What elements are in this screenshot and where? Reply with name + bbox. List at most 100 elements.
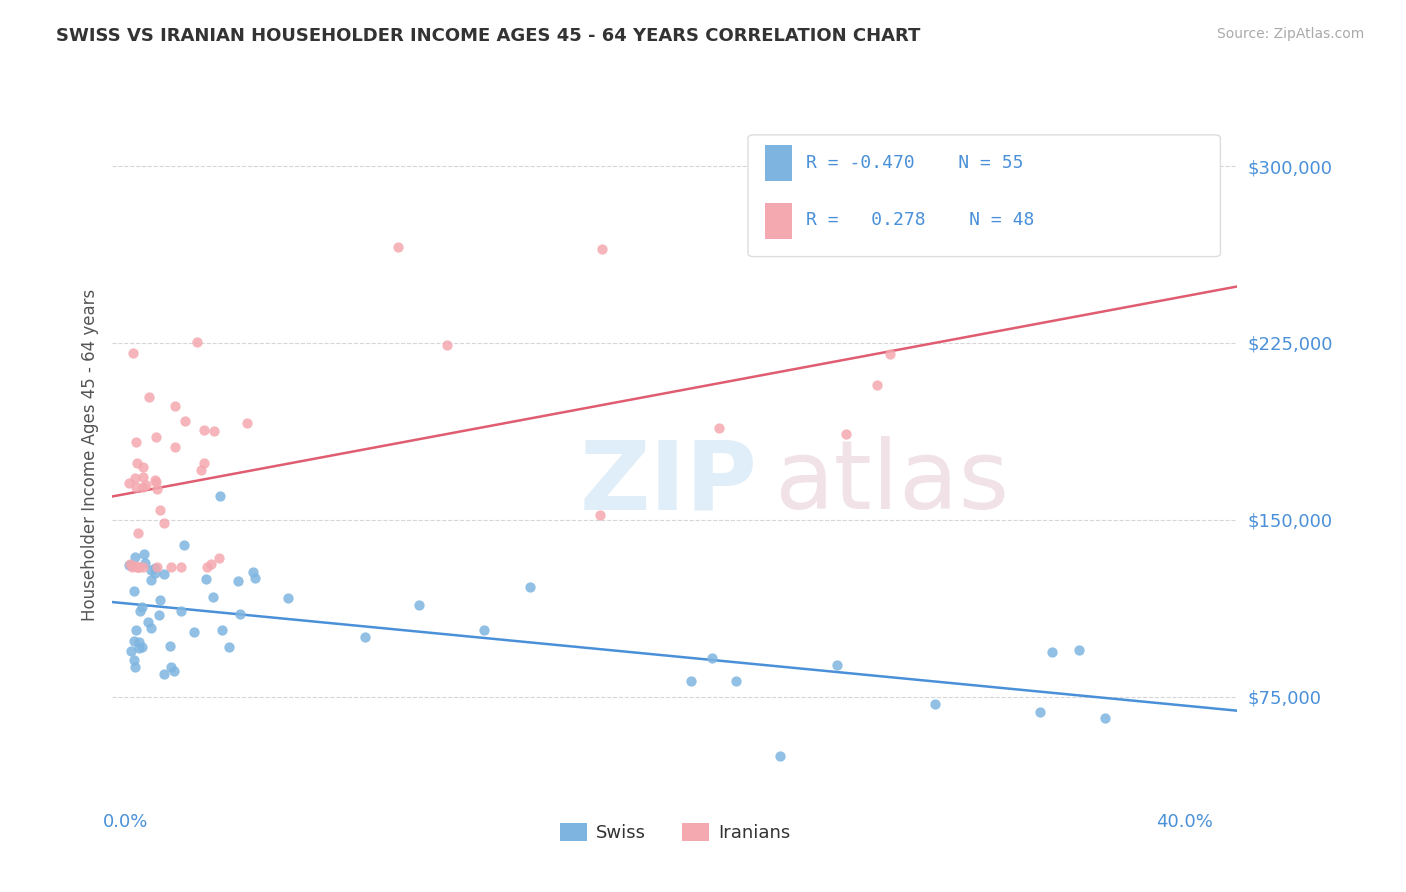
Point (131, 600, 153, 615)
Point (132, 560, 155, 574)
Point (122, 633, 145, 648)
Point (193, 457, 215, 471)
Point (127, 525, 149, 540)
Point (125, 480, 148, 494)
Point (519, 580, 541, 594)
Point (591, 242, 613, 256)
Point (160, 660, 183, 674)
Point (170, 604, 193, 618)
Text: ZIP: ZIP (579, 436, 758, 529)
Point (128, 635, 150, 649)
Point (173, 538, 195, 552)
Y-axis label: Householder Income Ages 45 - 64 years: Householder Income Ages 45 - 64 years (80, 289, 98, 621)
Point (139, 563, 162, 577)
Point (195, 560, 218, 574)
Point (135, 477, 157, 491)
Point (128, 604, 150, 618)
Point (118, 557, 141, 571)
Point (124, 471, 146, 485)
Point (195, 573, 218, 587)
Point (138, 390, 160, 404)
Point (148, 607, 170, 622)
Point (193, 423, 215, 437)
Point (202, 424, 225, 438)
Point (186, 334, 208, 349)
Point (702, 650, 724, 665)
Point (134, 547, 156, 561)
Point (149, 502, 172, 516)
Point (122, 653, 145, 667)
Point (153, 567, 176, 582)
Point (118, 475, 141, 490)
Point (128, 560, 150, 574)
Point (277, 591, 299, 606)
Point (173, 413, 195, 427)
Point (353, 630, 375, 644)
Point (120, 644, 142, 658)
Point (709, 420, 731, 434)
Point (436, 338, 458, 352)
Point (229, 607, 252, 621)
FancyBboxPatch shape (765, 203, 792, 239)
Point (139, 621, 162, 635)
Point (145, 566, 167, 580)
Point (170, 560, 193, 574)
Point (165, 440, 187, 454)
Point (236, 417, 259, 431)
Point (125, 457, 148, 471)
Point (152, 666, 174, 681)
Point (118, 558, 141, 572)
Point (145, 475, 167, 490)
FancyBboxPatch shape (748, 135, 1220, 257)
Point (131, 640, 153, 654)
Point (127, 560, 149, 574)
Point (122, 583, 145, 598)
Point (472, 623, 495, 637)
Point (387, 240, 409, 254)
Point (200, 558, 222, 572)
Point (134, 556, 156, 570)
Point (160, 560, 183, 574)
Point (1067, 643, 1090, 657)
Point (121, 346, 143, 360)
Point (153, 516, 176, 530)
Point (159, 639, 181, 653)
Point (132, 470, 155, 484)
Point (243, 571, 266, 585)
Text: SWISS VS IRANIAN HOUSEHOLDER INCOME AGES 45 - 64 YEARS CORRELATION CHART: SWISS VS IRANIAN HOUSEHOLDER INCOME AGES… (56, 27, 921, 45)
Point (190, 463, 212, 477)
Text: R =   0.278    N = 48: R = 0.278 N = 48 (807, 211, 1035, 229)
Point (143, 473, 166, 487)
Point (125, 623, 148, 637)
Point (128, 640, 150, 655)
Point (183, 625, 205, 640)
Point (769, 748, 792, 763)
Point (163, 664, 186, 678)
Point (208, 550, 231, 565)
Point (124, 558, 146, 573)
Point (924, 698, 946, 712)
Point (209, 489, 232, 503)
Point (679, 673, 702, 688)
Point (218, 640, 240, 654)
Point (825, 658, 848, 673)
Point (835, 426, 858, 441)
Text: Source: ZipAtlas.com: Source: ZipAtlas.com (1216, 27, 1364, 41)
Point (866, 377, 889, 392)
Point (242, 565, 264, 579)
Text: atlas: atlas (773, 436, 1010, 529)
Point (149, 593, 172, 607)
Point (136, 615, 159, 629)
Point (145, 482, 167, 496)
Point (589, 508, 612, 523)
Point (132, 480, 155, 494)
Point (408, 598, 430, 612)
Point (211, 623, 233, 637)
FancyBboxPatch shape (765, 145, 792, 181)
Point (879, 347, 901, 361)
Point (131, 459, 153, 474)
Point (145, 430, 167, 444)
Point (121, 560, 143, 574)
Point (724, 673, 747, 688)
Legend: Swiss, Iranians: Swiss, Iranians (553, 815, 797, 849)
